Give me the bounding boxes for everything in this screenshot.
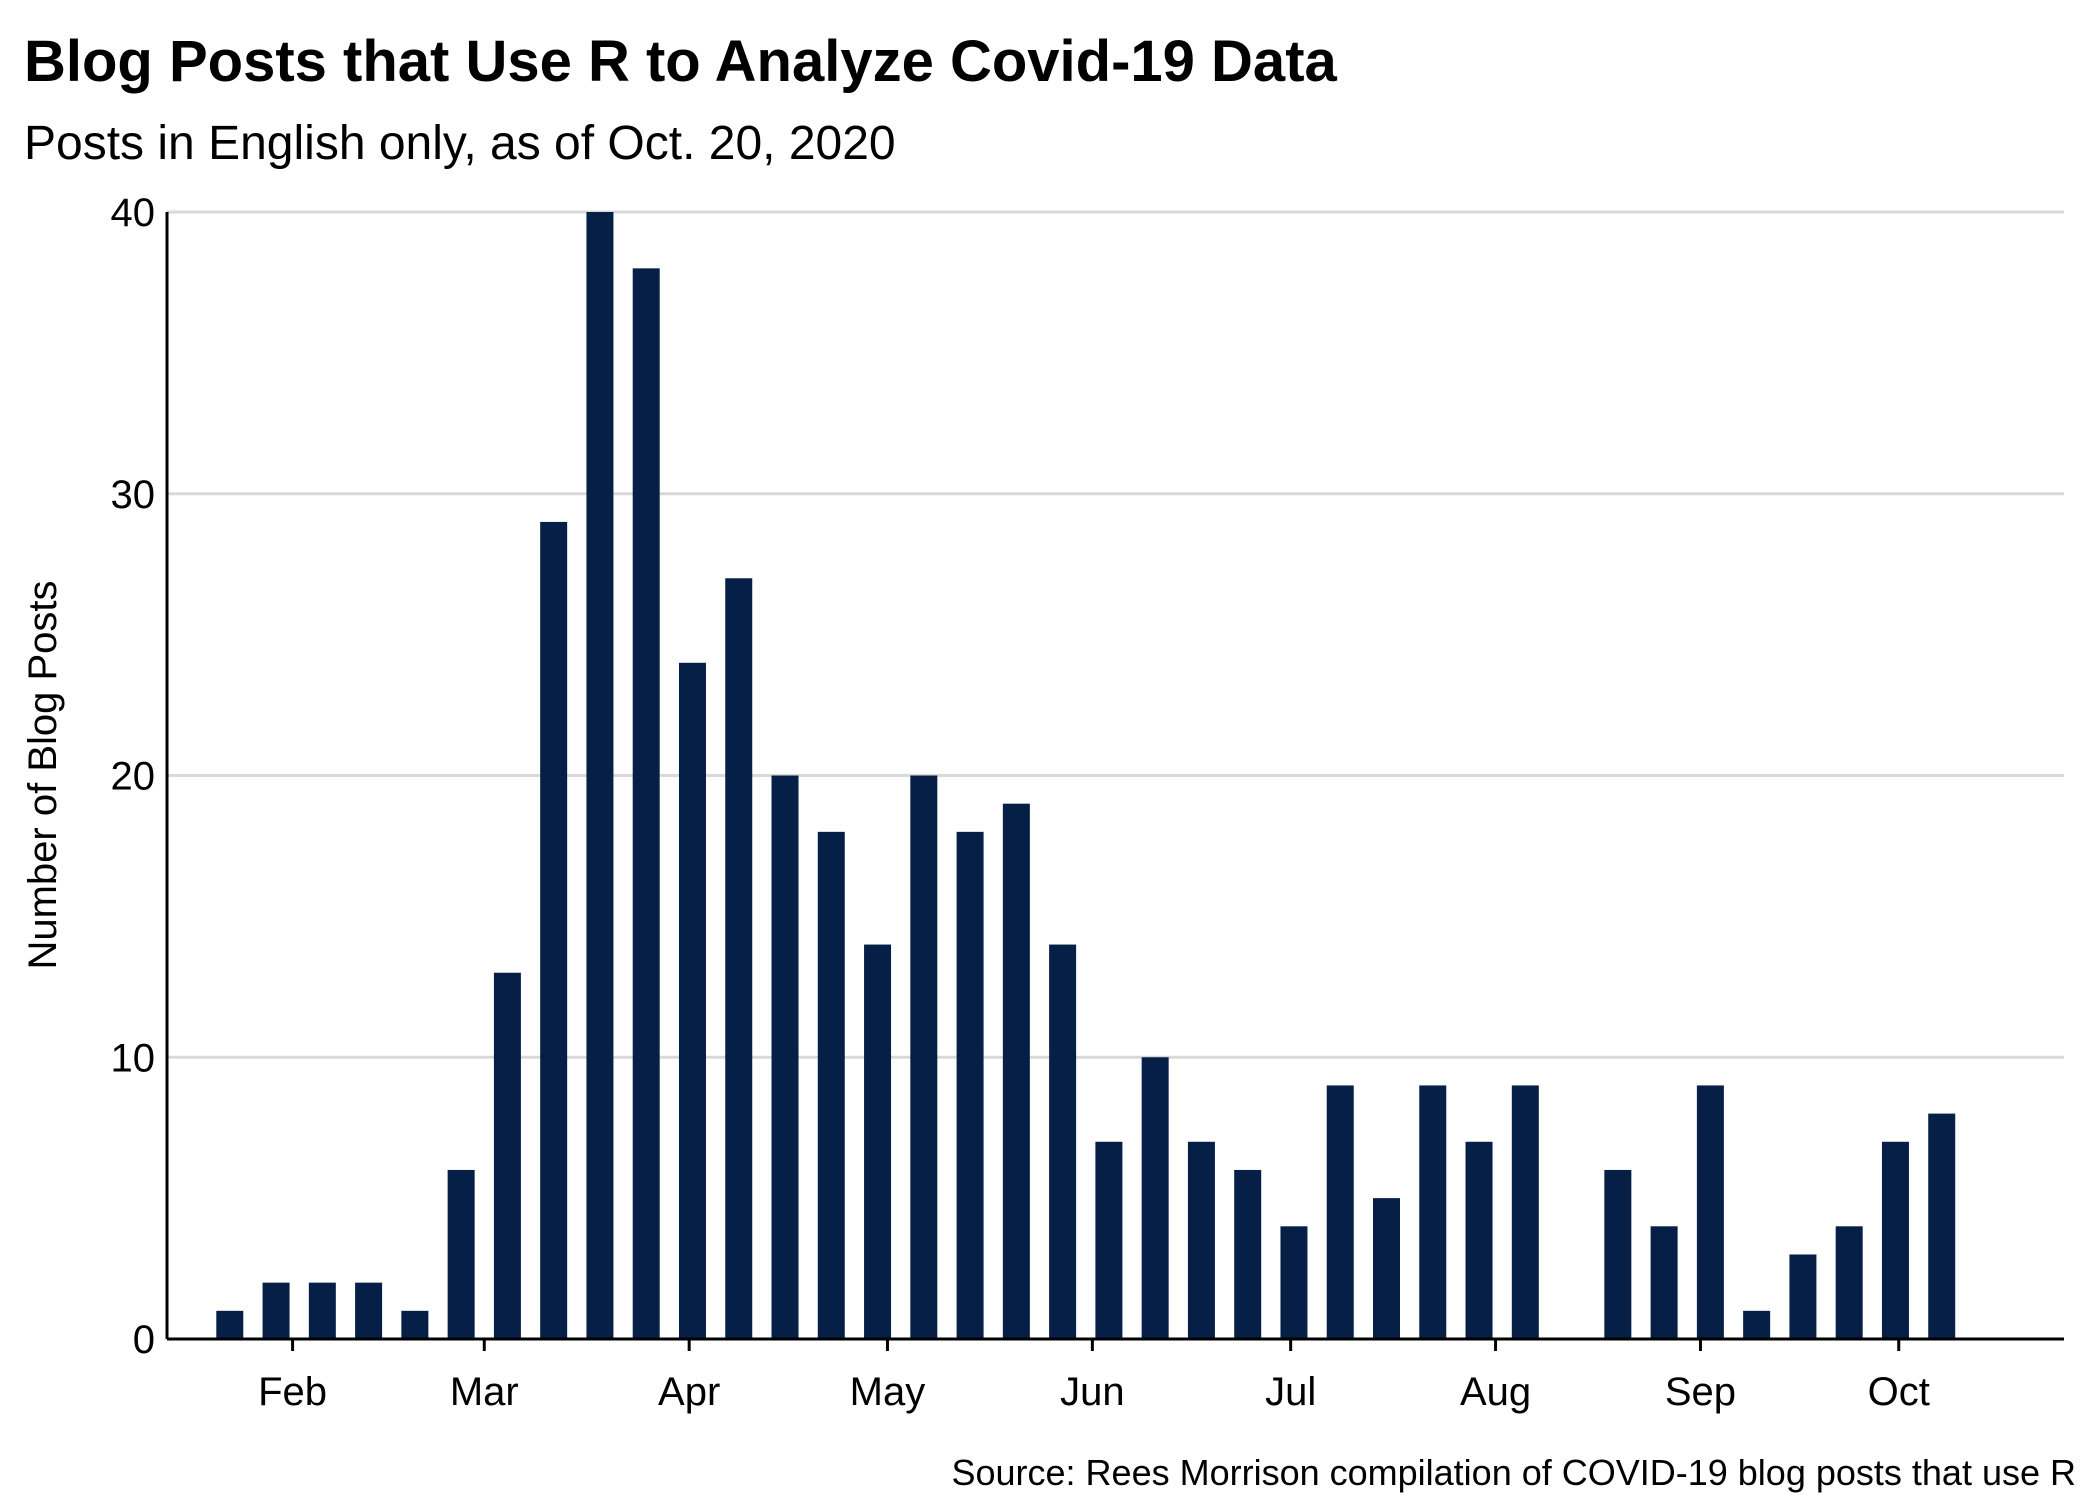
bar: [1141, 1057, 1169, 1339]
bar: [1928, 1113, 1956, 1339]
gridlines: [167, 210, 2064, 1059]
bar: [216, 1310, 244, 1339]
bar: [401, 1310, 429, 1339]
bar: [1234, 1169, 1262, 1339]
bar: [1650, 1226, 1678, 1339]
bars: [216, 212, 1956, 1340]
x-tick-label: Mar: [450, 1370, 519, 1414]
y-tick-label: 10: [111, 1036, 156, 1080]
bar: [817, 831, 845, 1339]
bar: [1373, 1198, 1400, 1339]
x-tick-label: Aug: [1460, 1370, 1531, 1414]
bar: [725, 578, 753, 1339]
x-tick-label: Jun: [1060, 1370, 1125, 1414]
bar: [1049, 944, 1077, 1339]
bar: [1095, 1141, 1123, 1339]
bar: [586, 212, 614, 1339]
bar: [1835, 1226, 1863, 1339]
y-tick-label: 0: [133, 1318, 155, 1362]
bar: [1280, 1226, 1308, 1339]
bar: [1326, 1085, 1354, 1339]
x-tick-label: Feb: [258, 1370, 327, 1414]
y-axis-ticks: 0 10 20 30 40: [111, 191, 156, 1362]
x-tick-label: Oct: [1868, 1370, 1930, 1414]
bar: [355, 1282, 383, 1339]
bar: [632, 268, 660, 1340]
bar: [1187, 1141, 1215, 1339]
bar: [1511, 1085, 1539, 1339]
bar: [1881, 1141, 1909, 1339]
bar: [864, 944, 892, 1339]
y-tick-label: 30: [111, 473, 156, 517]
bar: [1419, 1085, 1447, 1339]
x-tick-label: Sep: [1665, 1370, 1736, 1414]
bar: [956, 831, 984, 1339]
x-tick-label: Apr: [658, 1370, 720, 1414]
bar: [1743, 1310, 1771, 1339]
chart-caption: Source: Rees Morrison compilation of COV…: [951, 1452, 2076, 1493]
bar: [910, 775, 938, 1339]
y-tick-label: 40: [111, 191, 156, 235]
chart-subtitle: Posts in English only, as of Oct. 20, 20…: [24, 117, 896, 170]
bar: [1789, 1254, 1817, 1339]
bar: [1696, 1085, 1724, 1339]
y-tick-label: 20: [111, 755, 156, 799]
bar: [447, 1169, 475, 1339]
bar: [1465, 1141, 1493, 1339]
bar: [1002, 803, 1030, 1339]
bar: [1604, 1169, 1632, 1339]
x-tick-label: Jul: [1265, 1370, 1316, 1414]
y-axis-title: Number of Blog Posts: [21, 580, 65, 969]
bar: [493, 972, 521, 1339]
bar: [771, 775, 799, 1339]
bar: [678, 662, 706, 1339]
bar: [540, 521, 568, 1339]
chart-title: Blog Posts that Use R to Analyze Covid-1…: [24, 29, 1337, 94]
x-axis-ticks: Feb Mar Apr May Jun Jul Aug Sep Oct: [258, 1339, 1930, 1414]
x-tick-label: May: [850, 1370, 926, 1414]
bar: [308, 1282, 336, 1339]
bar: [262, 1282, 290, 1339]
